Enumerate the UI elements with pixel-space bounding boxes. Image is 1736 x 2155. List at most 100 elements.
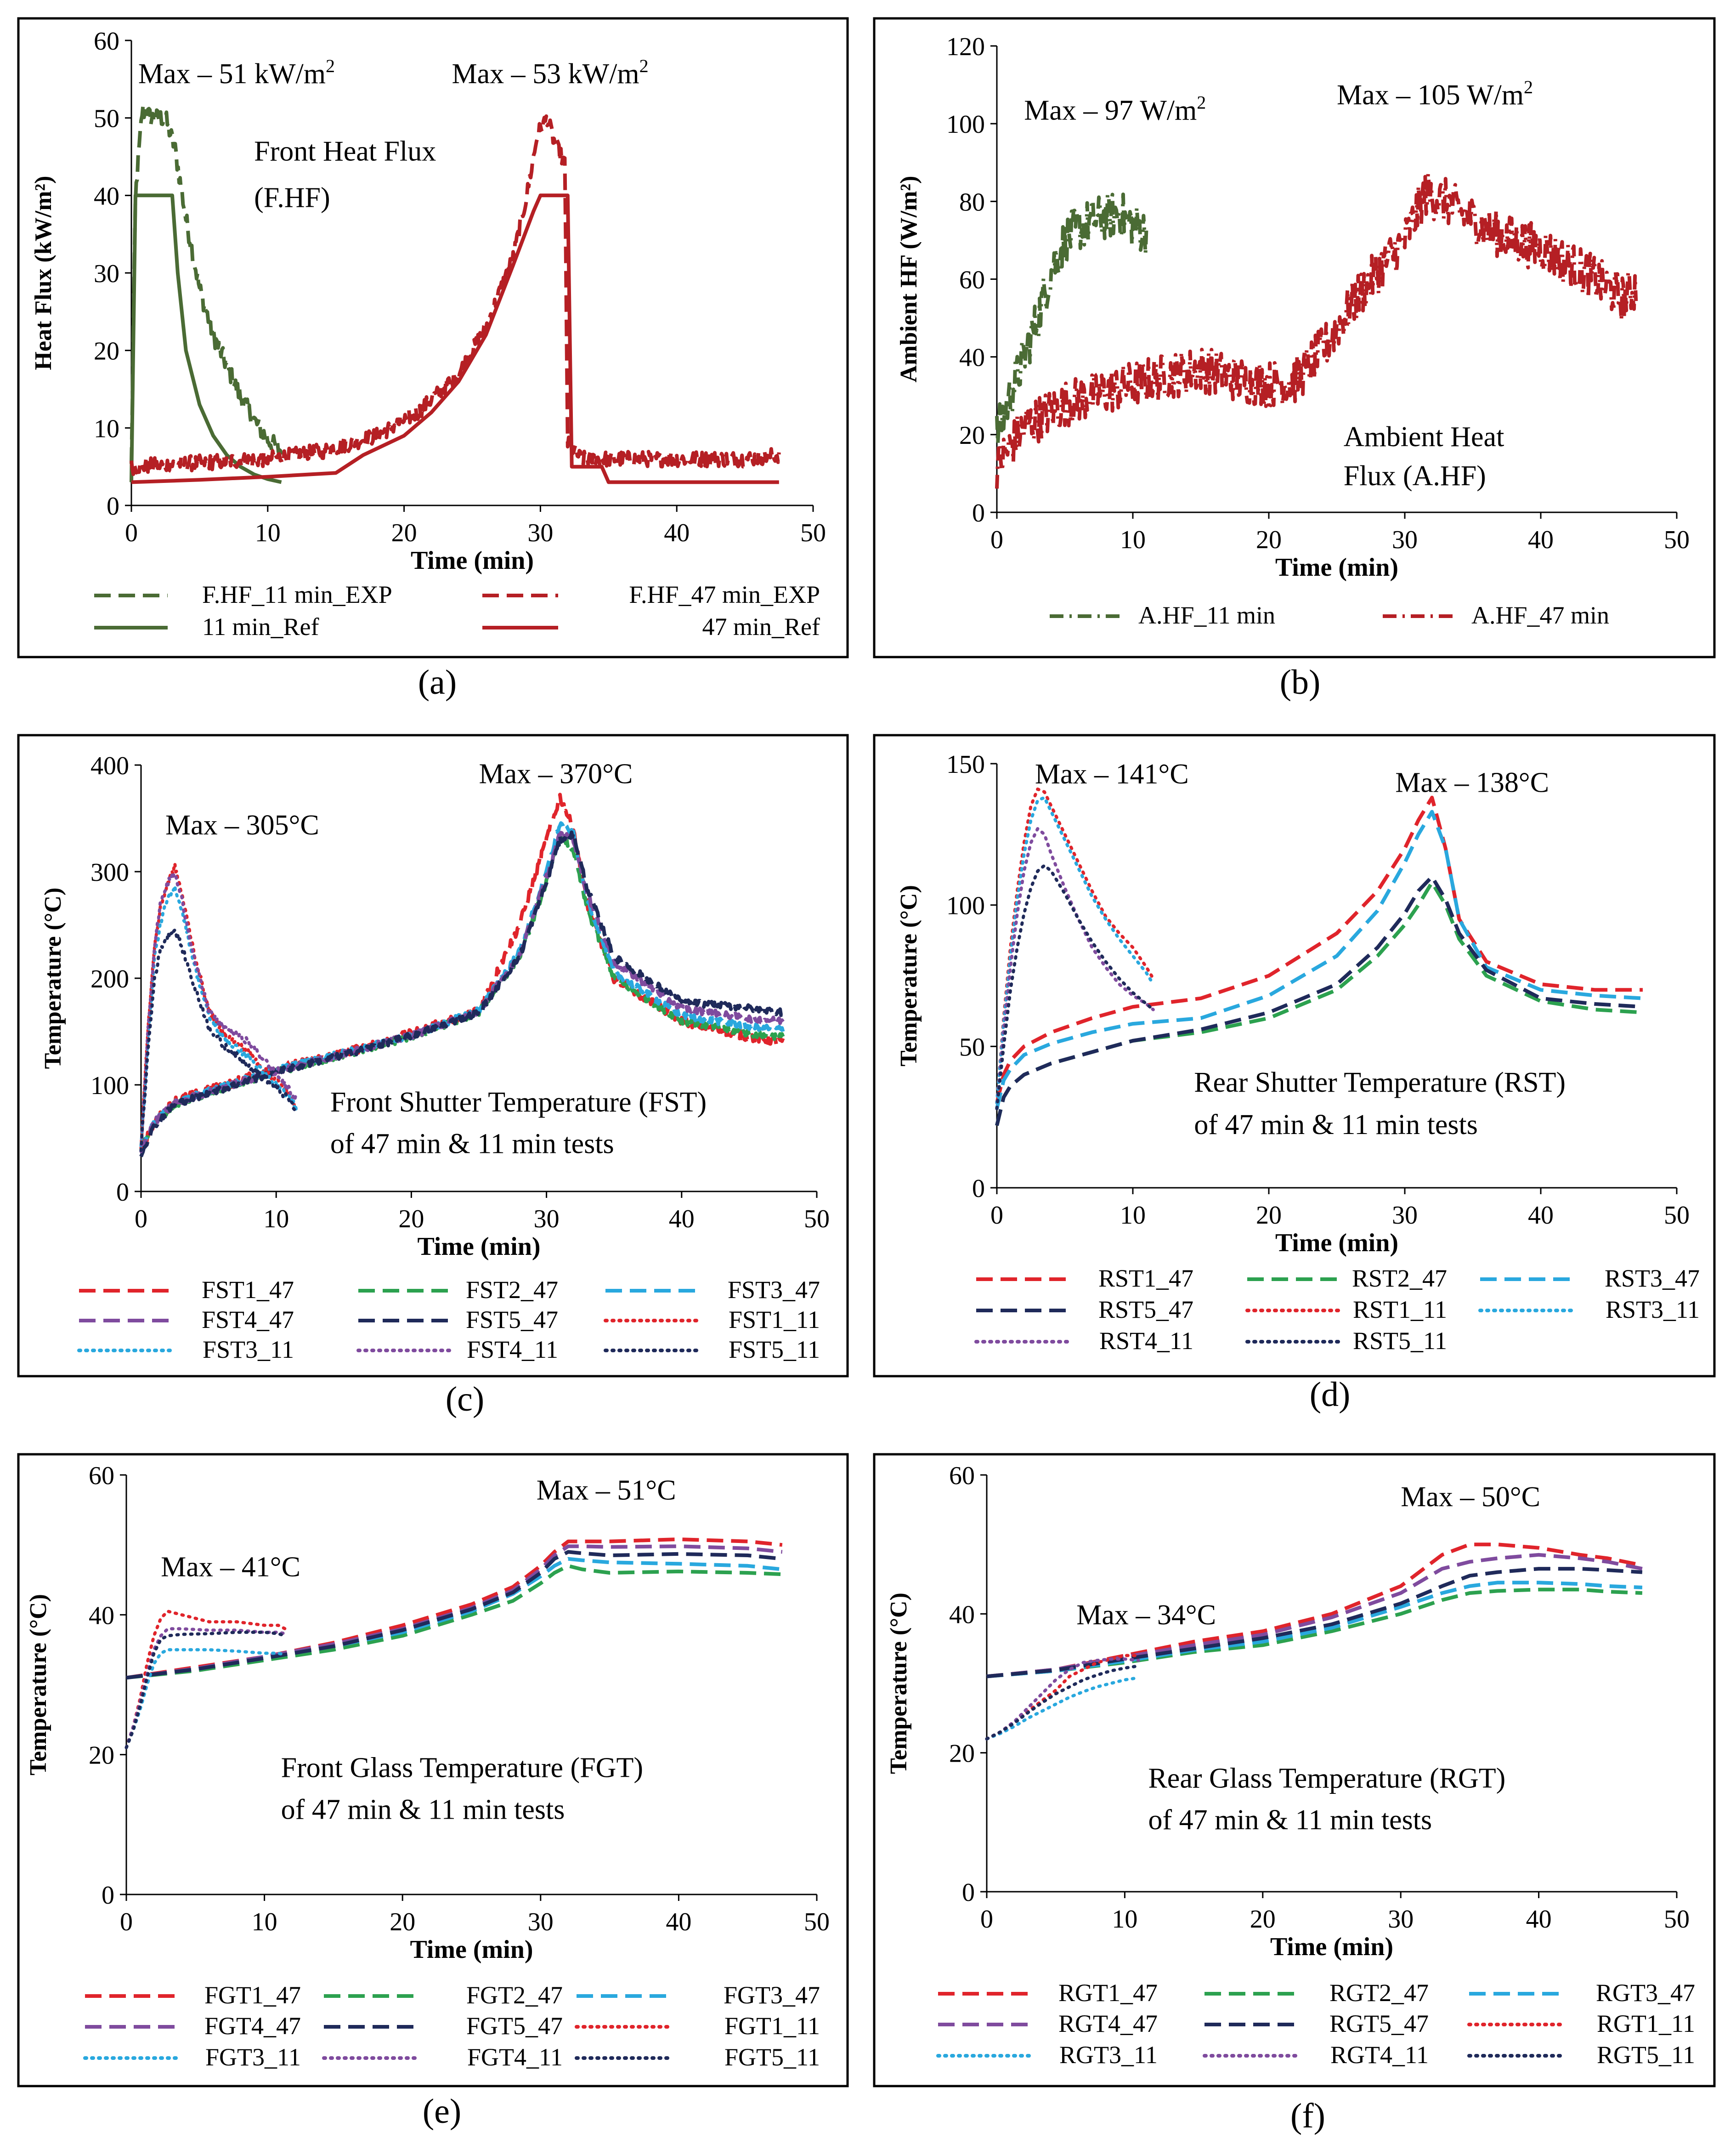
series-line-A.HF_47 min <box>995 172 1638 489</box>
series-line-RST4_11 <box>995 827 1155 1111</box>
legend-label: FGT3_11 <box>205 2043 301 2071</box>
series-line-F.HF_11 min_EXP <box>130 103 283 464</box>
legend-label: FGT5_11 <box>724 2043 820 2071</box>
y-axis-label: Temperature (°C) <box>40 888 66 1069</box>
y-tick-label: 60 <box>89 1462 114 1490</box>
chart-panel-f: 0 20 40 60 0 10 20 30 40 50 Time (min) Temperature … <box>873 1453 1716 2135</box>
x-tick-label: 0 <box>990 526 1003 554</box>
x-tick-label: 20 <box>398 1205 424 1233</box>
series-line-RST5_11 <box>995 864 1155 1111</box>
series-line-RGT3_11 <box>985 1676 1140 1741</box>
y-tick-label: 20 <box>94 337 119 366</box>
annotation: Flux (A.HF) <box>1344 460 1486 492</box>
panel-caption: (a) <box>418 663 457 702</box>
x-tick-label: 40 <box>669 1205 695 1233</box>
legend-label: 47 min_Ref <box>702 613 820 641</box>
legend-label: A.HF_47 min <box>1471 601 1609 629</box>
legend-label: FST5_47 <box>466 1306 558 1333</box>
y-tick-label: 20 <box>959 421 985 450</box>
annotation: Front Shutter Temperature (FST) <box>330 1087 707 1118</box>
chart-panel-b: 0 20 40 60 80 100 120 0 10 20 30 40 50 Time (min) Ambi… <box>873 17 1716 702</box>
y-tick-label: 40 <box>89 1601 114 1630</box>
legend-label: RST3_47 <box>1605 1265 1700 1292</box>
y-tick-label: 0 <box>972 499 985 527</box>
annotation: Front Heat Flux <box>254 136 436 167</box>
annotation: Max – 34°C <box>1076 1599 1216 1631</box>
series-line-FST3_11 <box>139 884 298 1148</box>
annotation: Max – 370°C <box>479 758 633 789</box>
annotation: Rear Glass Temperature (RGT) <box>1148 1763 1505 1794</box>
legend-label: FGT5_47 <box>466 2012 563 2040</box>
legend-label: FGT1_47 <box>204 1981 301 2009</box>
x-tick-label: 40 <box>1528 526 1554 554</box>
legend-label: FST3_47 <box>728 1276 820 1304</box>
legend-label: F.HF_11 min_EXP <box>202 581 392 608</box>
annotation: Max – 53 kW/m2 <box>452 56 648 90</box>
y-tick-label: 20 <box>89 1741 114 1770</box>
y-tick-label: 40 <box>94 182 119 210</box>
legend-label: FGT4_47 <box>204 2012 301 2040</box>
series-line-RST1_11 <box>995 787 1155 1105</box>
y-tick-label: 50 <box>94 105 119 133</box>
legend-label: RGT5_11 <box>1597 2041 1695 2069</box>
x-tick-label: 30 <box>1392 526 1418 554</box>
panel-frame <box>17 1453 849 2087</box>
y-tick-label: 400 <box>90 752 129 780</box>
x-tick-label: 50 <box>804 1908 830 1936</box>
legend-label: RST2_47 <box>1352 1265 1447 1292</box>
x-tick-label: 40 <box>666 1908 691 1936</box>
legend-label: FGT3_47 <box>724 1981 820 2009</box>
legend-label: RGT3_47 <box>1596 1979 1695 2007</box>
series-line-FST5_47 <box>139 830 785 1157</box>
panel-frame <box>873 734 1716 1378</box>
x-tick-label: 0 <box>980 1905 993 1934</box>
series-line-RST3_47 <box>995 810 1643 1109</box>
annotation: Max – 105 W/m2 <box>1337 77 1533 111</box>
annotation: Max – 50°C <box>1401 1481 1540 1513</box>
x-tick-label: 30 <box>528 1908 554 1936</box>
y-tick-label: 40 <box>949 1600 975 1629</box>
x-tick-label: 20 <box>391 519 417 547</box>
series-line-FST5_11 <box>139 928 298 1152</box>
x-tick-label: 30 <box>1388 1905 1414 1934</box>
legend-label: RST5_11 <box>1353 1327 1447 1355</box>
legend-label: F.HF_47 min_EXP <box>629 581 820 608</box>
x-tick-label: 30 <box>1392 1201 1418 1230</box>
legend-label: RGT1_47 <box>1058 1979 1158 2007</box>
y-tick-label: 10 <box>94 414 119 443</box>
chart-panel-c: 0 100 200 300 400 0 10 20 30 40 50 Time (min) Temper… <box>17 734 849 1418</box>
legend-label: RST1_11 <box>1353 1296 1447 1323</box>
x-tick-label: 10 <box>255 519 281 547</box>
x-axis-label: Time (min) <box>1275 1229 1398 1257</box>
annotation: Max – 51°C <box>537 1474 676 1506</box>
x-tick-label: 30 <box>527 519 553 547</box>
legend-label: 11 min_Ref <box>202 613 319 641</box>
legend-label: RST1_47 <box>1098 1265 1193 1292</box>
y-tick-label: 100 <box>946 892 985 920</box>
x-tick-label: 20 <box>1256 1201 1282 1230</box>
x-tick-label: 20 <box>1256 526 1282 554</box>
chart-panel-e: 0 20 40 60 0 10 20 30 40 50 Time (min) Temperature … <box>17 1453 849 2131</box>
legend-label: RGT1_11 <box>1597 2010 1695 2037</box>
annotation: Max – 97 W/m2 <box>1024 92 1206 126</box>
y-tick-label: 100 <box>90 1072 129 1100</box>
x-tick-label: 40 <box>664 519 690 547</box>
y-axis-label: Temperature (°C) <box>25 1594 51 1775</box>
y-tick-label: 60 <box>94 27 119 56</box>
x-axis-label: Time (min) <box>1275 553 1398 582</box>
legend-label: FGT2_47 <box>466 1981 563 2009</box>
panel-caption: (b) <box>1280 663 1321 702</box>
chart-panel-a: 0 10 20 30 40 50 60 0 10 20 30 40 50 Time (min) Heat F… <box>17 17 849 702</box>
y-tick-label: 150 <box>946 750 985 779</box>
series-line-F.HF_47 min_EXP <box>130 114 781 476</box>
annotation: Ambient Heat <box>1344 421 1504 453</box>
series-line-47 min_Ref <box>131 193 779 484</box>
legend-label: RGT4_47 <box>1058 2010 1158 2037</box>
x-tick-label: 40 <box>1526 1905 1552 1934</box>
series-line-RGT5_47 <box>986 1567 1643 1679</box>
legend-label: RGT2_47 <box>1329 1979 1429 2007</box>
series-line-A.HF_11 min <box>995 193 1148 445</box>
y-tick-label: 0 <box>102 1881 114 1910</box>
annotation: Max – 305°C <box>165 810 319 841</box>
